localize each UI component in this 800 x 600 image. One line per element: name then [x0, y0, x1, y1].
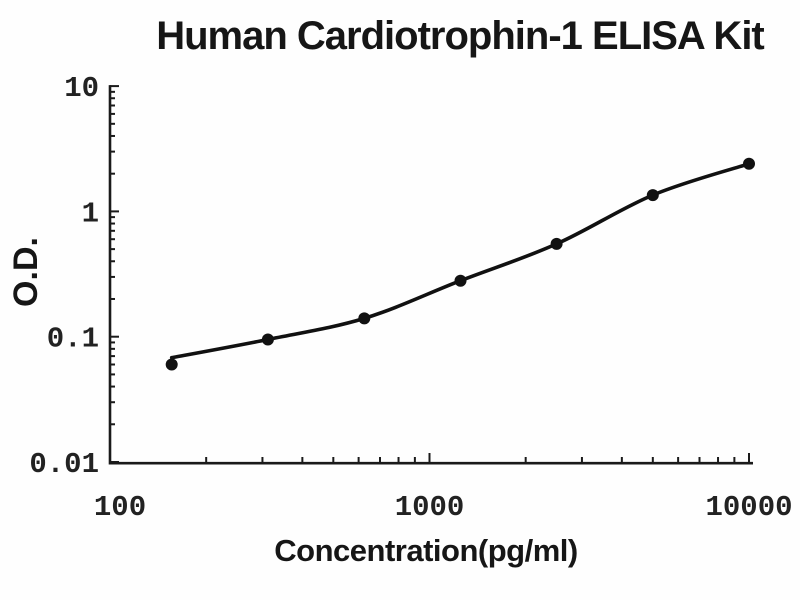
- y-tick-label: 10: [64, 72, 99, 105]
- x-tick-label: 10000: [705, 491, 792, 524]
- y-tick-label: 0.01: [29, 448, 99, 481]
- data-point: [743, 157, 755, 170]
- standard-curve-line: [169, 162, 751, 360]
- data-point: [165, 358, 178, 371]
- y-tick-label: 1: [82, 197, 99, 230]
- data-point: [454, 274, 467, 287]
- data-point: [550, 237, 563, 250]
- axis-spines: [108, 85, 753, 465]
- x-tick-label: 100: [94, 491, 146, 524]
- data-point: [646, 189, 659, 202]
- data-point: [358, 312, 371, 325]
- data-point: [261, 333, 274, 346]
- chart-title: Human Cardiotrophin-1 ELISA Kit: [156, 14, 765, 58]
- x-axis-label: Concentration(pg/ml): [274, 533, 578, 568]
- y-tick-label: 0.1: [47, 323, 99, 356]
- x-tick-label: 1000: [395, 491, 465, 524]
